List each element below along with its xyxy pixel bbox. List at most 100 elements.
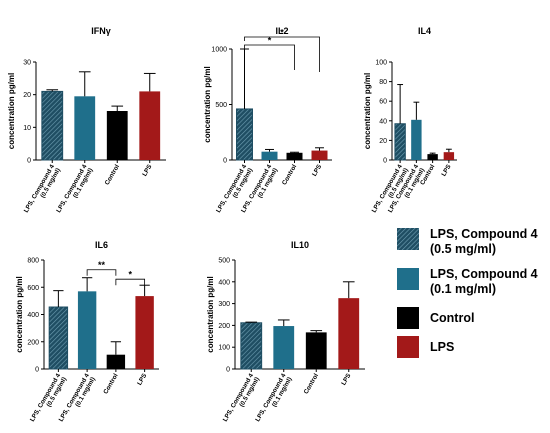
category-label-line: LPS — [340, 373, 352, 387]
category-label-line: LPS — [311, 164, 323, 178]
y-tick-label: 0 — [226, 367, 230, 374]
y-tick-label: 200 — [27, 339, 39, 346]
legend-item: LPS, Compound 4 (0.5 mg/ml) — [397, 227, 538, 256]
bar — [240, 322, 263, 370]
significance-label: * — [268, 36, 272, 46]
significance-bracket — [244, 44, 295, 70]
y-tick-label: 100 — [375, 60, 387, 67]
y-axis-label: concentration pg/ml — [15, 276, 24, 352]
bar — [273, 326, 295, 369]
bar — [261, 151, 278, 160]
bar — [427, 154, 438, 160]
legend-swatch — [397, 336, 419, 358]
legend-swatch — [397, 307, 419, 329]
category-label-line: Control — [104, 163, 121, 186]
chart-title: IFNγ — [91, 26, 111, 36]
y-tick-label: 60 — [379, 99, 387, 106]
chart-5: IL10 concentration pg/ml 0 100 200 300 400 500 L… — [206, 240, 365, 423]
chart-title: IL4 — [418, 26, 431, 36]
category-label: Control — [303, 372, 320, 395]
significance-bracket — [244, 36, 320, 72]
category-label: LPS — [311, 164, 323, 178]
chart-title: IL10 — [291, 240, 309, 250]
legend-label-line: LPS, Compound 4 — [430, 267, 538, 281]
y-tick-label: 400 — [27, 312, 39, 319]
legend-item: Control — [397, 307, 474, 329]
y-tick-label: 600 — [27, 285, 39, 292]
bar — [106, 354, 126, 369]
category-label-line: LPS — [141, 164, 153, 178]
chart-title: IL6 — [95, 240, 108, 250]
y-tick-label: 1000 — [211, 47, 227, 54]
y-axis-label: concentration pg/ml — [363, 73, 372, 149]
category-label-line: Control — [303, 372, 320, 395]
legend-label: Control — [430, 311, 474, 325]
category-label-line: LPS — [440, 164, 452, 178]
y-tick-label: 0 — [35, 367, 39, 374]
y-tick-label: 400 — [218, 279, 230, 286]
significance-label: * — [280, 28, 284, 38]
legend-label: LPS, Compound 4 (0.5 mg/ml) — [430, 227, 538, 256]
significance-label: * — [128, 270, 132, 280]
y-tick-label: 100 — [218, 345, 230, 352]
legend-label: LPS, Compound 4 (0.1 mg/ml) — [430, 267, 538, 296]
legend-label: LPS — [430, 340, 454, 354]
y-tick-label: 200 — [218, 323, 230, 330]
bar — [236, 108, 253, 161]
bar — [48, 306, 69, 370]
category-label: LPS — [440, 164, 452, 178]
y-tick-label: 0 — [27, 158, 31, 165]
y-tick-label: 20 — [379, 138, 387, 145]
legend-swatch — [397, 228, 419, 250]
y-tick-label: 0 — [223, 158, 227, 165]
bar — [305, 332, 327, 369]
y-tick-label: 40 — [379, 118, 387, 125]
legend-swatch — [397, 268, 419, 290]
category-label: LPS — [136, 373, 148, 387]
legend-label-line: Control — [430, 311, 474, 325]
bar — [338, 298, 360, 369]
category-label-line: Control — [281, 163, 298, 186]
bar — [286, 152, 303, 160]
y-tick-label: 80 — [379, 79, 387, 86]
bar — [139, 91, 161, 160]
category-label: Control — [102, 372, 119, 395]
significance-bracket — [86, 269, 117, 276]
category-label-line: LPS — [136, 373, 148, 387]
chart-title: IL2 — [275, 26, 288, 36]
category-label: Control — [281, 163, 298, 186]
y-axis-label: concentration pg/ml — [206, 276, 215, 352]
y-tick-label: 30 — [23, 60, 31, 67]
significance-bracket — [115, 278, 146, 286]
y-tick-label: 500 — [218, 258, 230, 265]
y-tick-label: 300 — [218, 301, 230, 308]
y-axis-label: concentration pg/ml — [203, 66, 212, 142]
bar — [106, 111, 128, 160]
legend-item: LPS, Compound 4 (0.1 mg/ml) — [397, 267, 538, 296]
category-label: Control — [104, 163, 121, 186]
bar — [394, 123, 406, 161]
legend-label-line: LPS, Compound 4 — [430, 227, 538, 241]
legend-label-line: (0.5 mg/ml) — [430, 242, 496, 256]
bar — [77, 291, 97, 369]
bar — [443, 152, 455, 160]
legend: LPS, Compound 4 (0.5 mg/ml)LPS, Compound … — [397, 227, 538, 358]
bar — [411, 119, 422, 160]
y-tick-label: 20 — [23, 92, 31, 99]
bar — [74, 96, 96, 160]
y-axis-label: concentration pg/ml — [7, 73, 16, 149]
y-tick-label: 10 — [23, 125, 31, 132]
legend-item: LPS — [397, 336, 454, 358]
bar — [135, 296, 154, 369]
category-label: LPS — [141, 164, 153, 178]
bar — [41, 90, 64, 161]
y-tick-label: 800 — [27, 258, 39, 265]
legend-label-line: LPS — [430, 340, 454, 354]
significance-label: ** — [98, 260, 106, 270]
